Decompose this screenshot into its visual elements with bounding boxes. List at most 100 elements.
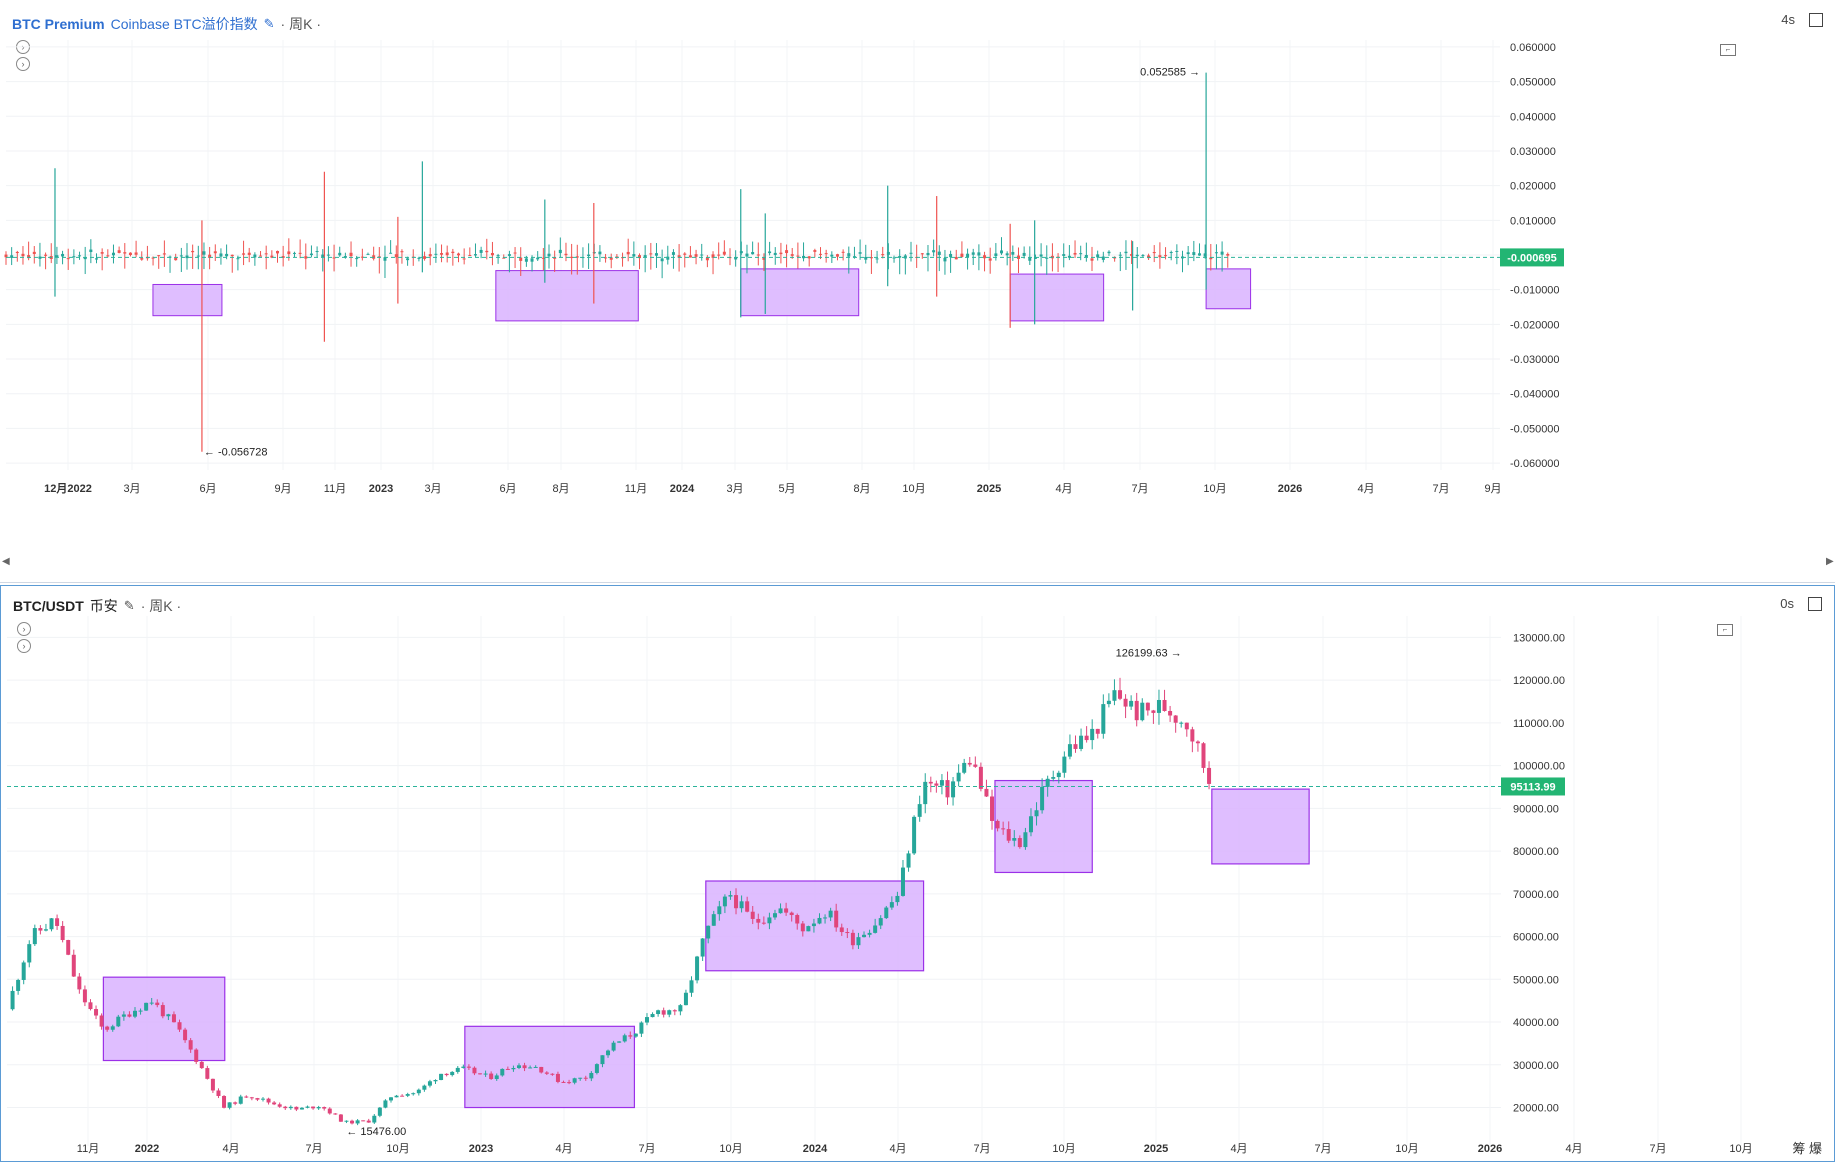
btc-symbol[interactable]: BTC/USDT bbox=[13, 598, 84, 614]
candle-body bbox=[199, 1061, 204, 1069]
candle-body bbox=[1112, 690, 1117, 701]
premium-chart[interactable]: 0.060000 0.050000 0.040000 0.030000 0.020000… bbox=[0, 0, 1835, 583]
expand-indicator-icon-2[interactable]: › bbox=[17, 639, 31, 653]
candle-body bbox=[194, 1049, 199, 1062]
candle-body bbox=[227, 1102, 232, 1108]
y-tick-label: 0.020000 bbox=[1510, 181, 1556, 193]
candle-body bbox=[213, 251, 217, 254]
x-tick-label: 10月 bbox=[1395, 1143, 1418, 1155]
candle-body bbox=[819, 253, 823, 255]
candle-body bbox=[1028, 257, 1032, 261]
candle-body bbox=[505, 1068, 510, 1070]
candle-body bbox=[869, 257, 873, 259]
premium-pane-top-right: 4s bbox=[1781, 12, 1823, 27]
premium-name[interactable]: Coinbase BTC溢价指数 bbox=[110, 16, 258, 32]
premium-pane-header: BTC Premium Coinbase BTC溢价指数 ✎ · 周K · bbox=[12, 14, 321, 34]
maximize-pane-icon[interactable] bbox=[1809, 12, 1823, 27]
candle-body bbox=[806, 926, 811, 932]
premium-symbol[interactable]: BTC Premium bbox=[12, 16, 105, 32]
y-tick-label: 130000.00 bbox=[1513, 632, 1565, 644]
collapse-pane-icon[interactable]: ⌐ bbox=[1717, 624, 1733, 636]
candle-body bbox=[144, 1002, 149, 1011]
candle-body bbox=[583, 1077, 588, 1079]
candle-body bbox=[553, 257, 557, 259]
expand-indicator-icon[interactable]: › bbox=[17, 622, 31, 636]
candle-body bbox=[683, 253, 687, 255]
candle-body bbox=[790, 254, 794, 256]
x-tick-label: 2024 bbox=[803, 1143, 828, 1155]
candle-body bbox=[338, 1114, 343, 1122]
candle-body bbox=[1164, 255, 1168, 257]
scroll-right-icon[interactable]: ▶ bbox=[1826, 556, 1834, 567]
candle-body bbox=[1118, 254, 1122, 256]
candle-body bbox=[1134, 700, 1139, 721]
edit-icon[interactable]: ✎ bbox=[263, 16, 275, 31]
candle-body bbox=[27, 255, 31, 259]
candle-body bbox=[350, 1120, 355, 1124]
scroll-left-icon[interactable]: ◀ bbox=[2, 556, 10, 567]
candle-body bbox=[372, 1115, 377, 1123]
candle-body bbox=[66, 258, 70, 260]
candle-body bbox=[751, 252, 755, 255]
candle-body bbox=[496, 255, 500, 257]
premium-interval[interactable]: · 周K · bbox=[280, 16, 321, 32]
candle-body bbox=[283, 1106, 288, 1109]
candle-body bbox=[937, 251, 941, 255]
toolbar-corner-label[interactable]: 筹 爆 bbox=[1792, 1141, 1822, 1156]
x-tick-label: 2026 bbox=[1278, 483, 1302, 495]
candle-body bbox=[884, 907, 889, 919]
candle-body bbox=[60, 925, 65, 941]
candle-body bbox=[823, 917, 828, 919]
candle-body bbox=[89, 249, 93, 253]
candle-body bbox=[734, 257, 738, 260]
candle-body bbox=[326, 254, 330, 256]
candle-body bbox=[32, 251, 36, 254]
x-tick-label: 4月 bbox=[1230, 1143, 1247, 1155]
x-tick-label: 2023 bbox=[369, 483, 393, 495]
collapse-pane-icon[interactable]: ⌐ bbox=[1720, 44, 1736, 56]
btc-interval[interactable]: · 周K · bbox=[140, 598, 182, 614]
premium-countdown: 4s bbox=[1781, 12, 1795, 27]
candle-body bbox=[923, 781, 928, 805]
y-tick-label: -0.050000 bbox=[1510, 423, 1560, 435]
candle-body bbox=[134, 252, 138, 255]
candle-body bbox=[611, 1042, 616, 1051]
maximize-pane-icon[interactable] bbox=[1808, 596, 1822, 611]
candle-body bbox=[589, 1072, 594, 1079]
y-tick-label: 20000.00 bbox=[1513, 1103, 1559, 1115]
candle-body bbox=[388, 1097, 393, 1101]
x-tick-label: 11月 bbox=[77, 1143, 99, 1155]
y-tick-label: -0.040000 bbox=[1510, 389, 1560, 401]
candle-body bbox=[519, 257, 523, 261]
candle-body bbox=[1034, 810, 1039, 817]
expand-indicator-icon-2[interactable]: › bbox=[16, 57, 30, 71]
candle-body bbox=[288, 1106, 293, 1109]
candle-body bbox=[116, 1016, 121, 1027]
y-tick-label: 60000.00 bbox=[1513, 932, 1559, 944]
candle-body bbox=[678, 1005, 683, 1012]
candle-body bbox=[1079, 253, 1083, 255]
y-tick-label: -0.030000 bbox=[1510, 354, 1560, 366]
edit-icon[interactable]: ✎ bbox=[123, 598, 135, 613]
btc-exchange[interactable]: 币安 bbox=[89, 598, 118, 614]
candle-body bbox=[344, 1120, 349, 1122]
candle-body bbox=[1179, 722, 1184, 724]
candle-body bbox=[734, 895, 739, 909]
candle-body bbox=[478, 1073, 483, 1075]
candle-body bbox=[813, 250, 817, 252]
highlight-box bbox=[495, 270, 639, 322]
candle-body bbox=[123, 252, 127, 254]
candle-body bbox=[1006, 829, 1011, 841]
candle-body bbox=[1203, 253, 1207, 257]
candle-body bbox=[216, 1090, 221, 1096]
max-annotation: 0.052585 → bbox=[1140, 67, 1200, 79]
candle-body bbox=[995, 820, 1000, 829]
candle-body bbox=[502, 257, 506, 259]
x-tick-label: 9月 bbox=[274, 483, 291, 495]
candle-body bbox=[1056, 772, 1061, 778]
candle-body bbox=[1135, 254, 1139, 257]
candle-body bbox=[917, 804, 922, 817]
btc-chart[interactable]: 130000.00 120000.00 110000.00 100000.00 9000… bbox=[1, 586, 1834, 1161]
candle-body bbox=[77, 976, 82, 990]
candle-body bbox=[1095, 728, 1100, 734]
